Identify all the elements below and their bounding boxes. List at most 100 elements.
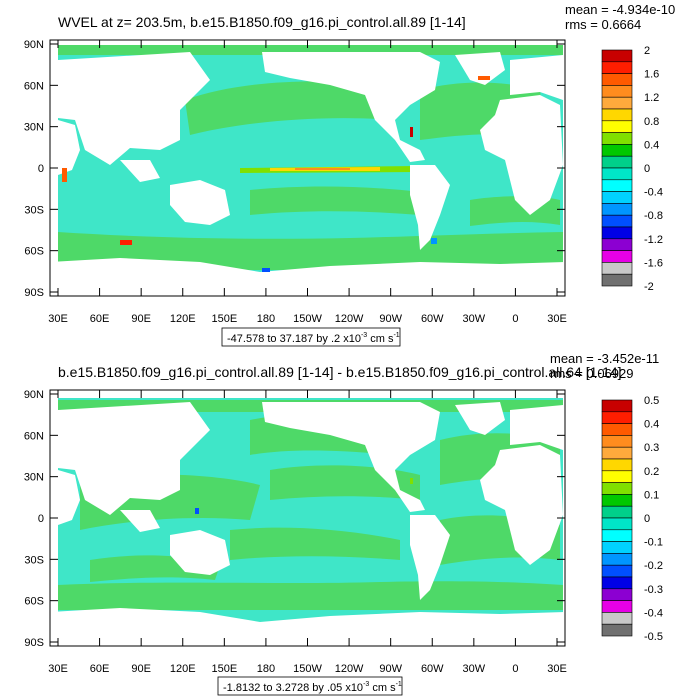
panel-1-land-australia — [170, 180, 230, 225]
lon-tick-label: 0 — [512, 663, 518, 675]
lon-tick-label: 180 — [257, 663, 275, 675]
lat-tick-label: 60N — [24, 430, 44, 442]
colorbar-label: 0.5 — [644, 395, 659, 407]
panel-2-title: b.e15.B1850.f09_g16.pi_control.all.89 [1… — [58, 364, 622, 380]
colorbar-swatch — [601, 85, 633, 98]
colorbar-swatch — [601, 203, 633, 216]
colorbar-label: -0.4 — [644, 607, 663, 619]
panel-2-land-europe — [510, 405, 563, 450]
lon-tick-label: 60W — [421, 663, 444, 675]
lon-tick-label: 30E — [547, 663, 567, 675]
panel-1-lon-axis: 30E 60E 90E 120E 150E 180 150W 120W 90W 60W 30W 0 30… — [48, 40, 567, 325]
colorbar-label: -0.4 — [644, 187, 663, 199]
panel-1-range-box — [221, 327, 401, 347]
panel-2-lat-axis: 90N 60N 30N 0 30S 60S 90S — [24, 389, 565, 649]
panel-1-title: WVEL at z= 203.5m, b.e15.B1850.f09_g16.p… — [58, 14, 466, 30]
panel-1-north-pacific-band — [185, 81, 395, 135]
colorbar-label: 1.6 — [644, 69, 659, 81]
panel-1-land-south-america — [410, 165, 450, 250]
colorbar-label: 0.2 — [644, 466, 659, 478]
panel-1-land-europe — [510, 55, 563, 100]
panel-1-mean: mean = -4.934e-10 — [565, 2, 675, 17]
lon-tick-label: 90W — [379, 313, 402, 325]
panel-1-land-africa — [480, 95, 563, 215]
panel-1-lat-axis: 90N 60N 30N 0 30S 60S 90S — [24, 39, 565, 299]
colorbar-swatch — [601, 564, 633, 578]
colorbar-label: 2 — [644, 45, 650, 57]
lon-tick-label: 150E — [211, 313, 237, 325]
colorbar-swatch — [601, 108, 633, 122]
panel-2-land-asia — [58, 402, 210, 515]
colorbar-swatch — [601, 446, 633, 460]
lon-tick-label: 30W — [463, 663, 486, 675]
colorbar-swatch — [601, 470, 633, 483]
lon-tick-label: 120E — [170, 663, 196, 675]
colorbar-label: -1.2 — [644, 234, 663, 246]
colorbar-swatch — [601, 179, 633, 192]
colorbar-label: 0 — [644, 163, 650, 175]
lon-tick-label: 90W — [379, 663, 402, 675]
colorbar-swatch — [601, 541, 633, 554]
lon-tick-label: 150W — [293, 663, 322, 675]
lon-tick-label: 90E — [131, 663, 151, 675]
lat-tick-label: 90S — [24, 287, 44, 299]
colorbar-swatch — [601, 273, 633, 287]
colorbar-swatch — [601, 132, 633, 145]
panel-1-land-antarctica — [50, 258, 565, 296]
lon-tick-label: 60E — [90, 663, 110, 675]
panel-2-rms: rms = 0.06929 — [550, 366, 633, 381]
colorbar-label: 0.3 — [644, 442, 659, 454]
colorbar-swatch — [601, 61, 633, 74]
lat-tick-label: 30N — [24, 122, 44, 134]
panel-1-map-field — [50, 40, 565, 296]
colorbar-swatch — [601, 49, 633, 63]
lon-tick-label: 30W — [463, 313, 486, 325]
panel-1-land-asia — [58, 52, 210, 165]
lat-tick-label: 60S — [24, 246, 44, 258]
lat-tick-label: 60S — [24, 596, 44, 608]
colorbar-swatch — [601, 167, 633, 181]
lon-tick-label: 0 — [512, 313, 518, 325]
lon-tick-label: 60E — [90, 313, 110, 325]
panel-2-land-australia — [170, 530, 230, 575]
colorbar-swatch — [601, 600, 633, 613]
lat-tick-label: 60N — [24, 80, 44, 92]
colorbar-swatch — [601, 623, 633, 637]
colorbar-swatch — [601, 482, 633, 495]
colorbar-swatch — [601, 73, 633, 86]
colorbar-swatch — [601, 411, 633, 424]
colorbar-label: 0.8 — [644, 116, 659, 128]
colorbar-label: -0.3 — [644, 584, 663, 596]
colorbar-swatch — [601, 214, 633, 228]
panel-2-land-north-america — [262, 402, 440, 512]
colorbar-label: -2 — [644, 281, 654, 293]
lat-tick-label: 90N — [24, 39, 44, 51]
panel-2-lon-axis: 30E 60E 90E 120E 150E 180 150W 120W 90W 60W 30W 0 30… — [48, 390, 567, 675]
lat-tick-label: 90S — [24, 637, 44, 649]
colorbar-label: 0.4 — [644, 139, 659, 151]
lon-tick-label: 150E — [211, 663, 237, 675]
panel-2: b.e15.B1850.f09_g16.pi_control.all.89 [1… — [24, 351, 663, 696]
colorbar-label: -0.2 — [644, 560, 663, 572]
lat-tick-label: 0 — [38, 513, 44, 525]
colorbar-swatch — [601, 505, 633, 519]
panel-1-land-north-america — [262, 52, 440, 162]
panel-2-mean: mean = -3.452e-11 — [550, 351, 659, 366]
colorbar-swatch — [601, 238, 633, 251]
panel-1: WVEL at z= 203.5m, b.e15.B1850.f09_g16.p… — [24, 2, 675, 347]
panel-1-colorbar: 2 1.6 1.2 0.8 0.4 0 -0.4 -0.8 -1.2 -1.6 -2 — [601, 45, 663, 293]
colorbar-swatch — [601, 144, 633, 157]
lat-tick-label: 0 — [38, 163, 44, 175]
colorbar-swatch — [601, 226, 633, 240]
lon-tick-label: 120W — [335, 313, 364, 325]
lon-tick-label: 120W — [335, 663, 364, 675]
lon-tick-label: 60W — [421, 313, 444, 325]
lat-tick-label: 30S — [24, 554, 44, 566]
lon-tick-label: 30E — [547, 313, 567, 325]
colorbar-label: -0.1 — [644, 537, 663, 549]
panel-1-range-label: -47.578 to 37.187 by .2 x10-3 cm s-1 — [227, 332, 400, 345]
lon-tick-label: 90E — [131, 313, 151, 325]
colorbar-label: -0.5 — [644, 631, 663, 643]
colorbar-swatch — [601, 553, 633, 566]
